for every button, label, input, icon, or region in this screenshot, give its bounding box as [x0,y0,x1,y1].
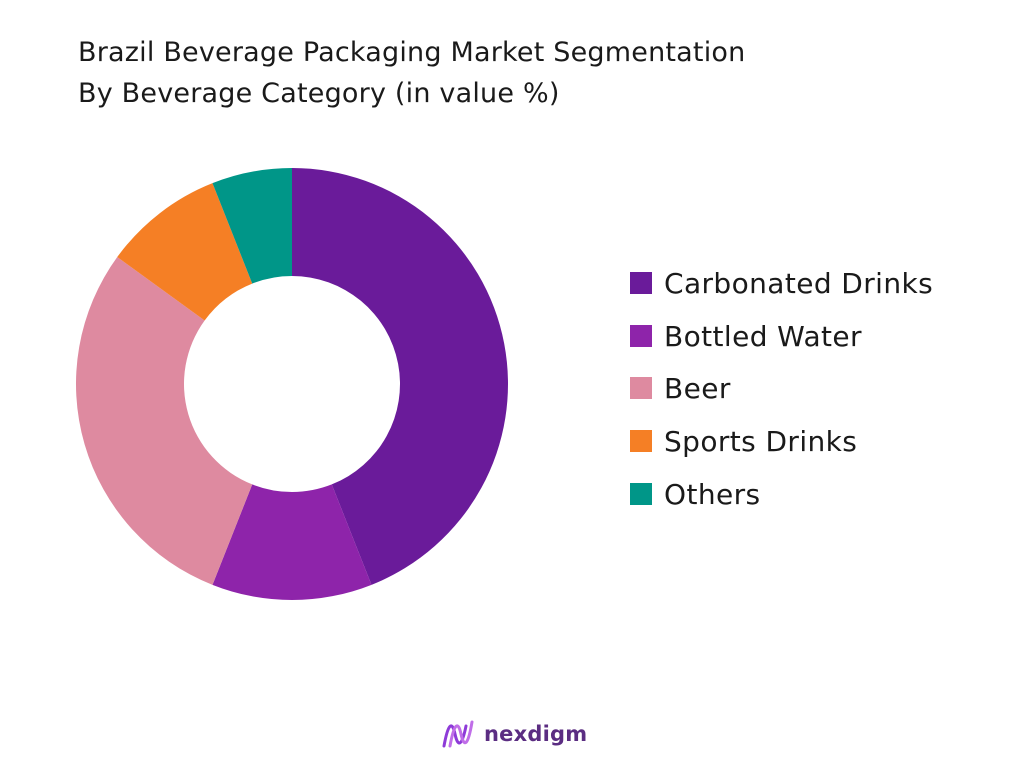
chart-title-line-1: Brazil Beverage Packaging Market Segment… [78,37,746,68]
chart-legend: Carbonated Drinks Bottled Water Beer Sports… [630,263,933,527]
donut-slice-others [212,168,292,284]
legend-item-others: Others [630,474,933,514]
legend-swatch [630,325,652,347]
legend-swatch [630,430,652,452]
donut-slice-sports-drinks [117,183,253,321]
legend-label: Sports Drinks [664,424,858,458]
legend-item-bottled-water: Bottled Water [630,316,933,356]
nexdigm-wave-logo-icon [442,720,474,748]
chart-title-line-2: By Beverage Category (in value %) [78,78,560,109]
legend-swatch [630,483,652,505]
legend-item-carbonated-drinks: Carbonated Drinks [630,263,933,303]
legend-label: Beer [664,371,731,405]
legend-swatch [630,377,652,399]
brand-name: nexdigm [484,722,588,746]
legend-label: Others [664,477,761,511]
legend-item-beer: Beer [630,368,933,408]
legend-label: Carbonated Drinks [664,266,934,300]
legend-label: Bottled Water [664,319,862,353]
legend-swatch [630,272,652,294]
legend-item-sports-drinks: Sports Drinks [630,421,933,461]
chart-title: Brazil Beverage Packaging Market Segment… [78,32,745,114]
donut-slice-beer [75,257,253,585]
donut-slice-bottled-water [212,484,372,601]
brand-footer: nexdigm [440,716,587,752]
donut-slice-carbonated-drinks [292,168,509,585]
